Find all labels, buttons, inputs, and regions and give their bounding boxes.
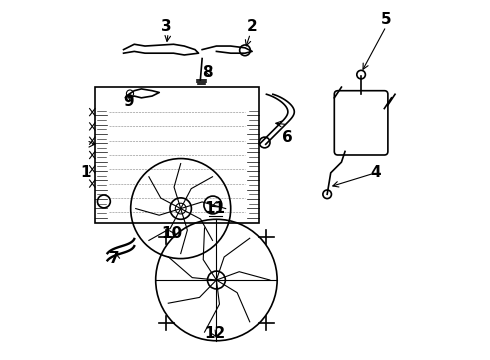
Text: 6: 6: [283, 130, 293, 145]
Text: 9: 9: [123, 94, 134, 109]
FancyBboxPatch shape: [334, 91, 388, 155]
Bar: [95, 87, 259, 223]
Text: 4: 4: [370, 165, 381, 180]
Text: 5: 5: [381, 12, 392, 27]
Text: 12: 12: [204, 326, 225, 341]
Text: 10: 10: [161, 226, 182, 241]
Text: 8: 8: [202, 65, 213, 80]
Text: 1: 1: [81, 165, 91, 180]
Text: 3: 3: [161, 19, 172, 34]
Text: 7: 7: [109, 251, 120, 266]
Text: 11: 11: [204, 201, 225, 216]
Text: 2: 2: [247, 19, 258, 34]
